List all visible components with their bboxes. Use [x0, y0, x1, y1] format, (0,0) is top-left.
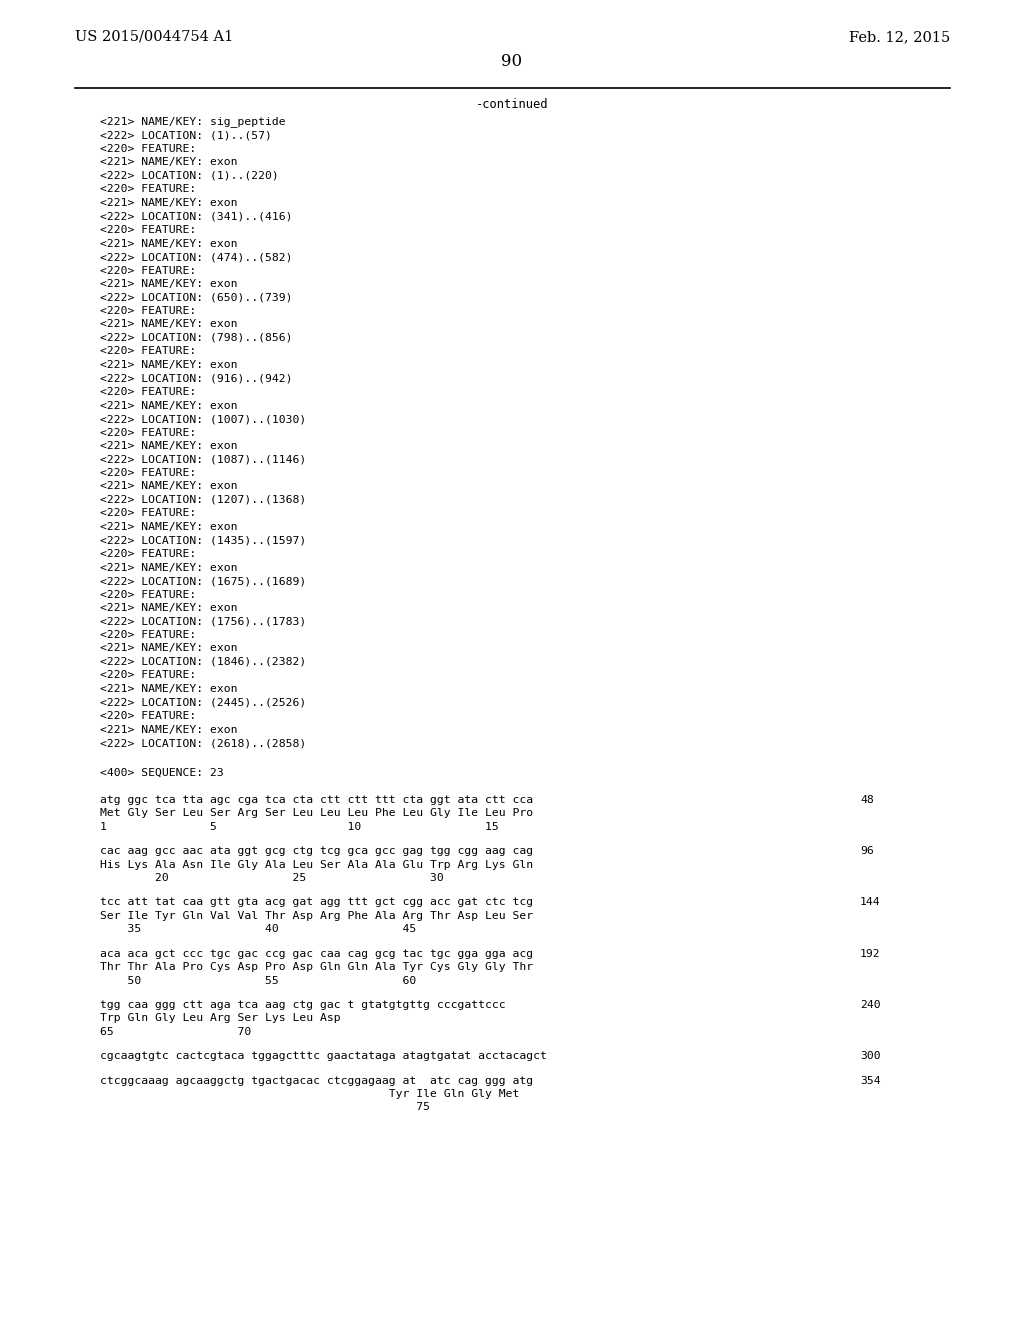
- Text: <222> LOCATION: (1007)..(1030): <222> LOCATION: (1007)..(1030): [100, 414, 306, 424]
- Text: 35                  40                  45: 35 40 45: [100, 924, 416, 935]
- Text: 75: 75: [100, 1102, 430, 1113]
- Text: <221> NAME/KEY: exon: <221> NAME/KEY: exon: [100, 198, 238, 209]
- Text: 50                  55                  60: 50 55 60: [100, 975, 416, 986]
- Text: Trp Gln Gly Leu Arg Ser Lys Leu Asp: Trp Gln Gly Leu Arg Ser Lys Leu Asp: [100, 1014, 341, 1023]
- Text: <222> LOCATION: (341)..(416): <222> LOCATION: (341)..(416): [100, 211, 293, 222]
- Text: <220> FEATURE:: <220> FEATURE:: [100, 224, 197, 235]
- Text: <220> FEATURE:: <220> FEATURE:: [100, 306, 197, 315]
- Text: <400> SEQUENCE: 23: <400> SEQUENCE: 23: [100, 768, 224, 777]
- Text: <220> FEATURE:: <220> FEATURE:: [100, 630, 197, 640]
- Text: <222> LOCATION: (1087)..(1146): <222> LOCATION: (1087)..(1146): [100, 454, 306, 465]
- Text: 48: 48: [860, 795, 873, 805]
- Text: 354: 354: [860, 1076, 881, 1085]
- Text: Feb. 12, 2015: Feb. 12, 2015: [849, 30, 950, 44]
- Text: <221> NAME/KEY: exon: <221> NAME/KEY: exon: [100, 684, 238, 694]
- Text: <221> NAME/KEY: exon: <221> NAME/KEY: exon: [100, 239, 238, 248]
- Text: Thr Thr Ala Pro Cys Asp Pro Asp Gln Gln Ala Tyr Cys Gly Gly Thr: Thr Thr Ala Pro Cys Asp Pro Asp Gln Gln …: [100, 962, 534, 972]
- Text: <222> LOCATION: (1207)..(1368): <222> LOCATION: (1207)..(1368): [100, 495, 306, 506]
- Text: 96: 96: [860, 846, 873, 855]
- Text: <221> NAME/KEY: exon: <221> NAME/KEY: exon: [100, 521, 238, 532]
- Text: Ser Ile Tyr Gln Val Val Thr Asp Arg Phe Ala Arg Thr Asp Leu Ser: Ser Ile Tyr Gln Val Val Thr Asp Arg Phe …: [100, 911, 534, 921]
- Text: <222> LOCATION: (2618)..(2858): <222> LOCATION: (2618)..(2858): [100, 738, 306, 748]
- Text: <220> FEATURE:: <220> FEATURE:: [100, 387, 197, 397]
- Text: Tyr Ile Gln Gly Met: Tyr Ile Gln Gly Met: [100, 1089, 519, 1100]
- Text: 144: 144: [860, 898, 881, 907]
- Text: -continued: -continued: [476, 99, 548, 111]
- Text: 1               5                   10                  15: 1 5 10 15: [100, 821, 499, 832]
- Text: <222> LOCATION: (650)..(739): <222> LOCATION: (650)..(739): [100, 293, 293, 302]
- Text: 192: 192: [860, 949, 881, 958]
- Text: <220> FEATURE:: <220> FEATURE:: [100, 549, 197, 558]
- Text: <222> LOCATION: (474)..(582): <222> LOCATION: (474)..(582): [100, 252, 293, 261]
- Text: <222> LOCATION: (798)..(856): <222> LOCATION: (798)..(856): [100, 333, 293, 343]
- Text: <222> LOCATION: (1675)..(1689): <222> LOCATION: (1675)..(1689): [100, 576, 306, 586]
- Text: <221> NAME/KEY: exon: <221> NAME/KEY: exon: [100, 562, 238, 573]
- Text: <222> LOCATION: (1)..(57): <222> LOCATION: (1)..(57): [100, 131, 272, 140]
- Text: Met Gly Ser Leu Ser Arg Ser Leu Leu Leu Phe Leu Gly Ile Leu Pro: Met Gly Ser Leu Ser Arg Ser Leu Leu Leu …: [100, 808, 534, 818]
- Text: <222> LOCATION: (2445)..(2526): <222> LOCATION: (2445)..(2526): [100, 697, 306, 708]
- Text: 20                  25                  30: 20 25 30: [100, 873, 443, 883]
- Text: <221> NAME/KEY: sig_peptide: <221> NAME/KEY: sig_peptide: [100, 116, 286, 128]
- Text: <220> FEATURE:: <220> FEATURE:: [100, 711, 197, 721]
- Text: <220> FEATURE:: <220> FEATURE:: [100, 144, 197, 154]
- Text: <220> FEATURE:: <220> FEATURE:: [100, 469, 197, 478]
- Text: <220> FEATURE:: <220> FEATURE:: [100, 671, 197, 681]
- Text: ctcggcaaag agcaaggctg tgactgacac ctcggagaag at  atc cag ggg atg: ctcggcaaag agcaaggctg tgactgacac ctcggag…: [100, 1076, 534, 1085]
- Text: <220> FEATURE:: <220> FEATURE:: [100, 185, 197, 194]
- Text: <221> NAME/KEY: exon: <221> NAME/KEY: exon: [100, 482, 238, 491]
- Text: 300: 300: [860, 1051, 881, 1061]
- Text: <220> FEATURE:: <220> FEATURE:: [100, 265, 197, 276]
- Text: <221> NAME/KEY: exon: <221> NAME/KEY: exon: [100, 603, 238, 612]
- Text: tgg caa ggg ctt aga tca aag ctg gac t gtatgtgttg cccgattccc: tgg caa ggg ctt aga tca aag ctg gac t gt…: [100, 1001, 506, 1010]
- Text: <222> LOCATION: (1846)..(2382): <222> LOCATION: (1846)..(2382): [100, 657, 306, 667]
- Text: <222> LOCATION: (1756)..(1783): <222> LOCATION: (1756)..(1783): [100, 616, 306, 627]
- Text: <222> LOCATION: (1435)..(1597): <222> LOCATION: (1435)..(1597): [100, 536, 306, 545]
- Text: <220> FEATURE:: <220> FEATURE:: [100, 590, 197, 599]
- Text: 240: 240: [860, 1001, 881, 1010]
- Text: <221> NAME/KEY: exon: <221> NAME/KEY: exon: [100, 441, 238, 451]
- Text: <220> FEATURE:: <220> FEATURE:: [100, 428, 197, 437]
- Text: <220> FEATURE:: <220> FEATURE:: [100, 508, 197, 519]
- Text: atg ggc tca tta agc cga tca cta ctt ctt ttt cta ggt ata ctt cca: atg ggc tca tta agc cga tca cta ctt ctt …: [100, 795, 534, 805]
- Text: <221> NAME/KEY: exon: <221> NAME/KEY: exon: [100, 725, 238, 734]
- Text: <221> NAME/KEY: exon: <221> NAME/KEY: exon: [100, 360, 238, 370]
- Text: cac aag gcc aac ata ggt gcg ctg tcg gca gcc gag tgg cgg aag cag: cac aag gcc aac ata ggt gcg ctg tcg gca …: [100, 846, 534, 855]
- Text: <221> NAME/KEY: exon: <221> NAME/KEY: exon: [100, 157, 238, 168]
- Text: <222> LOCATION: (916)..(942): <222> LOCATION: (916)..(942): [100, 374, 293, 384]
- Text: US 2015/0044754 A1: US 2015/0044754 A1: [75, 30, 233, 44]
- Text: <222> LOCATION: (1)..(220): <222> LOCATION: (1)..(220): [100, 172, 279, 181]
- Text: 65                  70: 65 70: [100, 1027, 251, 1038]
- Text: cgcaagtgtc cactcgtaca tggagctttc gaactataga atagtgatat acctacagct: cgcaagtgtc cactcgtaca tggagctttc gaactat…: [100, 1051, 547, 1061]
- Text: <221> NAME/KEY: exon: <221> NAME/KEY: exon: [100, 319, 238, 330]
- Text: <221> NAME/KEY: exon: <221> NAME/KEY: exon: [100, 400, 238, 411]
- Text: aca aca gct ccc tgc gac ccg gac caa cag gcg tac tgc gga gga acg: aca aca gct ccc tgc gac ccg gac caa cag …: [100, 949, 534, 958]
- Text: 90: 90: [502, 54, 522, 70]
- Text: His Lys Ala Asn Ile Gly Ala Leu Ser Ala Ala Glu Trp Arg Lys Gln: His Lys Ala Asn Ile Gly Ala Leu Ser Ala …: [100, 859, 534, 870]
- Text: <220> FEATURE:: <220> FEATURE:: [100, 346, 197, 356]
- Text: <221> NAME/KEY: exon: <221> NAME/KEY: exon: [100, 279, 238, 289]
- Text: <221> NAME/KEY: exon: <221> NAME/KEY: exon: [100, 644, 238, 653]
- Text: tcc att tat caa gtt gta acg gat agg ttt gct cgg acc gat ctc tcg: tcc att tat caa gtt gta acg gat agg ttt …: [100, 898, 534, 907]
